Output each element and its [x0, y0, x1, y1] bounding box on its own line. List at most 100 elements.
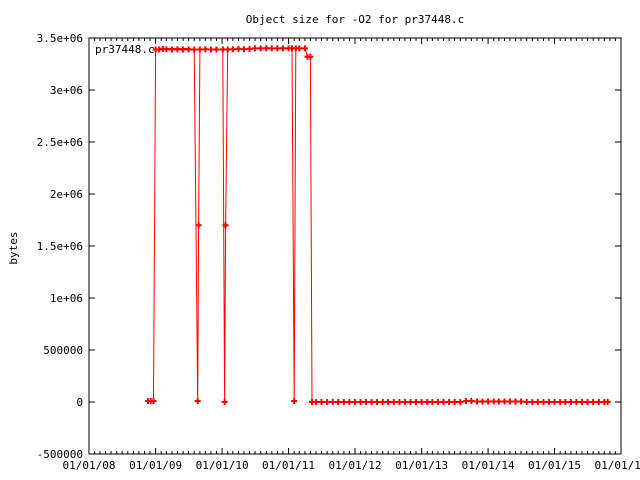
data-point — [194, 397, 201, 404]
data-point — [551, 399, 558, 405]
data-point — [490, 398, 497, 405]
series-group — [144, 45, 611, 405]
data-point — [429, 399, 436, 405]
data-point — [567, 399, 574, 405]
data-point — [346, 399, 353, 405]
data-point — [207, 46, 214, 53]
data-point — [495, 398, 502, 405]
x-tick-label: 01/01/09 — [129, 459, 182, 472]
data-point — [374, 399, 381, 405]
data-point — [501, 398, 508, 405]
x-tick-label: 01/01/15 — [528, 459, 581, 472]
y-tick-label: 3e+06 — [50, 84, 83, 97]
data-point — [246, 45, 253, 52]
x-tick-label: 01/01/12 — [329, 459, 382, 472]
data-point — [357, 399, 364, 405]
x-tick-label: 01/01/08 — [63, 459, 116, 472]
data-point — [457, 399, 464, 405]
data-point — [313, 399, 320, 405]
data-point — [224, 46, 231, 53]
data-point — [518, 398, 525, 405]
data-point — [335, 399, 342, 405]
x-tick-label: 01/01/14 — [462, 459, 515, 472]
data-point — [229, 46, 236, 53]
data-point — [195, 222, 202, 229]
data-point — [573, 399, 580, 405]
data-point — [462, 397, 469, 404]
data-point — [240, 46, 247, 53]
y-tick-label: 1e+06 — [50, 292, 83, 305]
x-tick-label: 01/01/16 — [595, 459, 640, 472]
y-tick-label: 500000 — [43, 344, 83, 357]
data-point — [473, 398, 480, 405]
y-tick-label: 0 — [76, 396, 83, 409]
legend-label: pr37448.c — [95, 43, 155, 56]
data-point — [390, 399, 397, 405]
series-line — [148, 47, 608, 403]
data-point — [279, 45, 286, 52]
y-tick-label: 2e+06 — [50, 188, 83, 201]
data-point — [150, 397, 157, 404]
data-point — [362, 399, 369, 405]
data-point — [257, 45, 264, 52]
data-point — [468, 397, 475, 404]
data-point — [590, 399, 597, 405]
data-point — [595, 399, 602, 405]
data-point — [512, 398, 519, 405]
data-point — [291, 397, 298, 404]
x-ticks: 01/01/08 01/01/09 01/01/10 01/01/11 01/01/12… — [63, 38, 640, 472]
data-point — [424, 399, 431, 405]
data-point — [324, 399, 331, 405]
data-point — [579, 399, 586, 405]
y-tick-label: -500000 — [37, 448, 83, 461]
data-point — [263, 45, 270, 52]
y-ticks: -500000 0 500000 1e+06 1.5e+06 2e+06 2.5e+06 3e… — [37, 32, 621, 461]
data-point — [379, 399, 386, 405]
data-point — [401, 399, 408, 405]
data-point — [412, 399, 419, 405]
data-point — [523, 399, 530, 405]
data-point — [396, 399, 403, 405]
data-point — [268, 45, 275, 52]
data-point — [479, 398, 486, 405]
data-point — [418, 399, 425, 405]
data-point — [407, 399, 414, 405]
data-point — [274, 45, 281, 52]
data-point — [213, 46, 220, 53]
data-point — [529, 399, 536, 405]
data-point — [329, 399, 336, 405]
data-point — [196, 46, 203, 53]
x-tick-label: 01/01/11 — [262, 459, 315, 472]
y-axis-label: bytes — [7, 231, 20, 264]
chart-title: Object size for -O2 for pr37448.c — [246, 13, 465, 26]
data-point — [301, 45, 308, 52]
data-point — [296, 45, 303, 52]
data-point — [435, 399, 442, 405]
data-point — [385, 399, 392, 405]
data-point — [307, 53, 314, 60]
data-point — [221, 399, 228, 405]
data-point — [485, 398, 492, 405]
data-point — [202, 46, 209, 53]
y-tick-label: 1.5e+06 — [37, 240, 83, 253]
data-point — [506, 398, 513, 405]
data-point — [446, 399, 453, 405]
x-tick-label: 01/01/13 — [395, 459, 448, 472]
data-point — [562, 399, 569, 405]
data-point — [604, 399, 611, 405]
data-point — [451, 399, 458, 405]
data-point — [191, 46, 198, 53]
y-tick-label: 2.5e+06 — [37, 136, 83, 149]
y-tick-label: 3.5e+06 — [37, 32, 83, 45]
data-point — [584, 399, 591, 405]
data-point — [545, 399, 552, 405]
data-point — [235, 45, 242, 52]
data-point — [440, 399, 447, 405]
data-point — [557, 399, 564, 405]
plot-frame — [88, 37, 622, 455]
data-point — [540, 399, 547, 405]
x-tick-label: 01/01/10 — [196, 459, 249, 472]
data-point — [340, 399, 347, 405]
data-point — [222, 222, 229, 229]
